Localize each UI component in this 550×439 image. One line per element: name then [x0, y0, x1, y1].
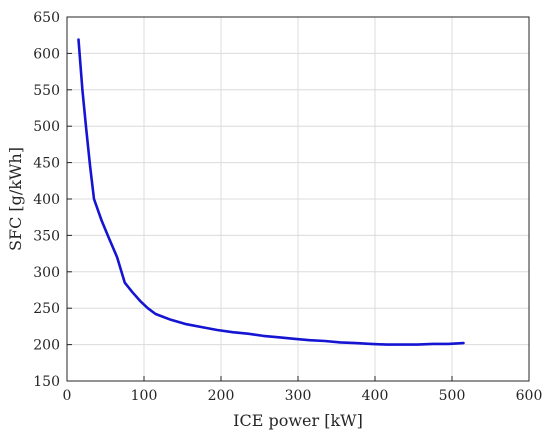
x-tick-label: 400 — [362, 388, 389, 404]
x-axis-label: ICE power [kW] — [233, 411, 363, 430]
y-tick-label: 350 — [33, 228, 60, 244]
y-tick-label: 150 — [33, 374, 60, 390]
y-tick-label: 200 — [33, 338, 60, 354]
x-tick-label: 100 — [131, 388, 158, 404]
y-tick-label: 400 — [33, 192, 60, 208]
y-axis-label: SFC [g/kWh] — [6, 147, 25, 251]
y-tick-label: 450 — [33, 156, 60, 172]
y-tick-label: 650 — [33, 10, 60, 26]
y-tick-label: 550 — [33, 83, 60, 99]
y-tick-label: 500 — [33, 119, 60, 135]
x-tick-label: 0 — [63, 388, 72, 404]
y-tick-label: 250 — [33, 301, 60, 317]
series-layer — [77, 38, 465, 346]
grid — [66, 16, 530, 382]
y-tick-label: 300 — [33, 265, 60, 281]
x-tick-label: 200 — [208, 388, 235, 404]
y-tick-label: 600 — [33, 46, 60, 62]
x-tick-label: 500 — [439, 388, 466, 404]
series-line-0 — [77, 38, 465, 346]
x-tick-label: 300 — [285, 388, 312, 404]
axis-ticks: 0 100 200 300 400 500 600 150 200 250 300 350 400 450… — [33, 10, 542, 404]
x-tick-label: 600 — [516, 388, 543, 404]
